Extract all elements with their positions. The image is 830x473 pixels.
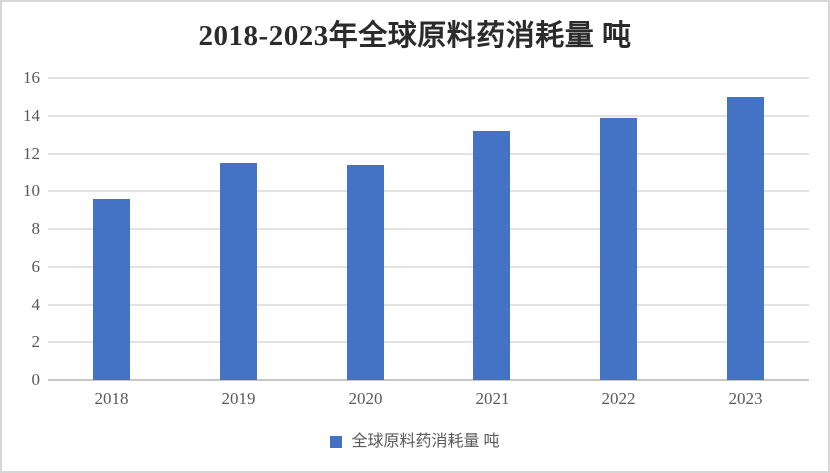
- bar-2019: [220, 163, 257, 380]
- gridline: [48, 153, 809, 155]
- gridline: [48, 228, 809, 230]
- y-axis-tick-label: 16: [23, 68, 40, 87]
- x-axis-line: [48, 379, 809, 381]
- x-axis-label-2021: 2021: [475, 389, 510, 408]
- chart-title: 2018-2023年全球原料药消耗量 吨: [198, 20, 632, 52]
- gridline: [48, 190, 809, 192]
- y-axis-tick-label: 10: [23, 181, 40, 201]
- legend-label: 全球原料药消耗量 吨: [351, 433, 500, 450]
- x-axis-label-2020: 2020: [348, 389, 383, 408]
- gridline: [48, 77, 809, 79]
- bar-2018: [93, 199, 130, 380]
- plot-area: [48, 77, 809, 381]
- legend: 全球原料药消耗量 吨: [2, 431, 828, 453]
- gridline: [48, 341, 809, 343]
- y-axis-tick-label: 2: [31, 332, 41, 352]
- x-axis-label-2019: 2019: [221, 389, 256, 408]
- gridline: [48, 115, 809, 117]
- y-axis-tick-label: 8: [31, 219, 41, 238]
- y-axis-tick-label: 0: [31, 370, 41, 389]
- y-axis-tick-label: 6: [31, 256, 41, 276]
- legend-swatch-icon: [330, 436, 343, 448]
- bar-2021: [473, 131, 510, 380]
- gridline: [48, 266, 809, 268]
- y-axis-tick-label: 4: [31, 294, 41, 314]
- y-axis-tick-label: 12: [23, 143, 40, 163]
- x-axis-label-2023: 2023: [728, 389, 763, 408]
- bar-2022: [600, 118, 637, 380]
- x-axis-label-2018: 2018: [94, 389, 129, 408]
- x-axis-label-2022: 2022: [601, 389, 636, 408]
- bar-2023: [727, 97, 764, 380]
- bar-2020: [347, 165, 384, 380]
- gridline: [48, 304, 809, 306]
- y-axis-tick-label: 14: [23, 105, 40, 125]
